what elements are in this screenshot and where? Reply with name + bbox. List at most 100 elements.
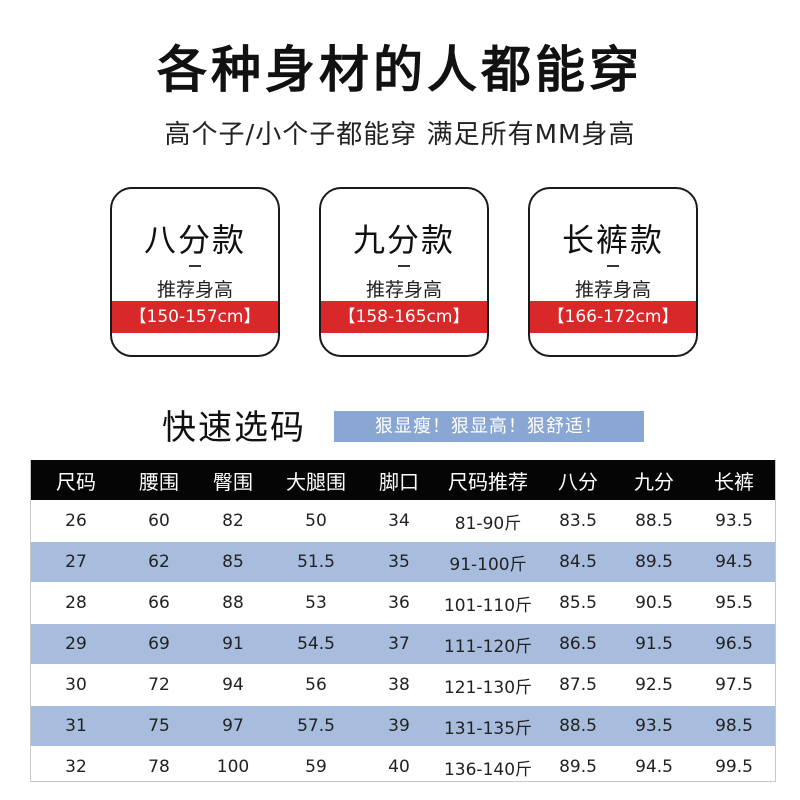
- table-cell: 66: [122, 582, 196, 624]
- table-cell: 94: [196, 664, 270, 706]
- table-cell: 51.5: [270, 541, 362, 583]
- table-cell: 53: [270, 582, 362, 624]
- header-eight-tenths: 八分: [540, 460, 616, 501]
- card-divider: [189, 265, 201, 267]
- card-height-range: 【166-172cm】: [530, 301, 696, 333]
- table-cell: 91.5: [616, 623, 692, 665]
- card-recommend-label: 推荐身高: [574, 279, 651, 301]
- table-cell: 36: [362, 582, 436, 624]
- header-thigh: 大腿围: [270, 460, 362, 501]
- table-cell: 89.5: [540, 746, 616, 787]
- table-cell: 81-90斤: [436, 500, 540, 542]
- header-size: 尺码: [30, 460, 122, 501]
- table-row: 27 62 85 51.5 35 91-100斤 84.5 89.5 94.5: [30, 541, 776, 583]
- page-subtitle: 高个子/小个子都能穿 满足所有MM身高: [164, 120, 636, 150]
- table-cell: 31: [30, 705, 122, 747]
- table-cell: 38: [362, 664, 436, 706]
- table-cell: 91: [196, 623, 270, 665]
- table-cell: 37: [362, 623, 436, 665]
- table-cell: 54.5: [270, 623, 362, 665]
- table-cell: 57.5: [270, 705, 362, 747]
- table-cell: 56: [270, 664, 362, 706]
- table-cell: 69: [122, 623, 196, 665]
- section-title: 快速选码: [162, 408, 306, 448]
- table-cell: 97.5: [692, 664, 776, 706]
- table-cell: 30: [30, 664, 122, 706]
- table-cell: 26: [30, 500, 122, 542]
- table-cell: 96.5: [692, 623, 776, 665]
- table-cell: 89.5: [616, 541, 692, 583]
- table-cell: 93.5: [616, 705, 692, 747]
- table-cell: 94.5: [616, 746, 692, 787]
- table-header-row: 尺码 腰围 臀围 大腿围 脚口 尺码推荐 八分 九分 长裤: [30, 460, 776, 501]
- table-cell: 60: [122, 500, 196, 542]
- table-cell: 85.5: [540, 582, 616, 624]
- table-cell: 111-120斤: [436, 623, 540, 665]
- table-cell: 94.5: [692, 541, 776, 583]
- table-row: 26 60 82 50 34 81-90斤 83.5 88.5 93.5: [30, 500, 776, 542]
- table-cell: 88.5: [540, 705, 616, 747]
- table-cell: 99.5: [692, 746, 776, 787]
- table-cell: 85: [196, 541, 270, 583]
- card-divider: [398, 265, 410, 267]
- header-hip: 臀围: [196, 460, 270, 501]
- table-cell: 87.5: [540, 664, 616, 706]
- table-cell: 95.5: [692, 582, 776, 624]
- table-cell: 97: [196, 705, 270, 747]
- table-cell: 75: [122, 705, 196, 747]
- table-cell: 88: [196, 582, 270, 624]
- card-eight-tenths: 八分款 推荐身高 【150-157cm】: [110, 187, 280, 357]
- card-height-range: 【150-157cm】: [112, 301, 278, 333]
- table-cell: 28: [30, 582, 122, 624]
- header-hem: 脚口: [362, 460, 436, 501]
- size-table: 尺码 腰围 臀围 大腿围 脚口 尺码推荐 八分 九分 长裤 26 60 82 5…: [30, 460, 776, 787]
- card-name: 九分款: [352, 221, 455, 259]
- card-full-length: 长裤款 推荐身高 【166-172cm】: [528, 187, 698, 357]
- table-cell: 98.5: [692, 705, 776, 747]
- table-row: 32 78 100 59 40 136-140斤 89.5 94.5 99.5: [30, 746, 776, 787]
- header-weight-recommend: 尺码推荐: [436, 460, 540, 501]
- table-cell: 59: [270, 746, 362, 787]
- table-cell: 93.5: [692, 500, 776, 542]
- header-full-length: 长裤: [692, 460, 776, 501]
- table-cell: 88.5: [616, 500, 692, 542]
- card-height-range: 【158-165cm】: [321, 301, 487, 333]
- slogan-banner: 狠显瘦！狠显高！狠舒适！: [334, 411, 644, 442]
- table-cell: 121-130斤: [436, 664, 540, 706]
- table-cell: 32: [30, 746, 122, 787]
- table-cell: 100: [196, 746, 270, 787]
- card-recommend-label: 推荐身高: [156, 279, 233, 301]
- table-cell: 29: [30, 623, 122, 665]
- card-name: 八分款: [143, 221, 246, 259]
- table-cell: 34: [362, 500, 436, 542]
- page-title: 各种身材的人都能穿: [157, 41, 643, 99]
- card-nine-tenths: 九分款 推荐身高 【158-165cm】: [319, 187, 489, 357]
- table-cell: 131-135斤: [436, 705, 540, 747]
- card-divider: [607, 265, 619, 267]
- table-cell: 50: [270, 500, 362, 542]
- table-cell: 40: [362, 746, 436, 787]
- table-cell: 136-140斤: [436, 746, 540, 787]
- card-name: 长裤款: [561, 221, 664, 259]
- table-row: 31 75 97 57.5 39 131-135斤 88.5 93.5 98.5: [30, 705, 776, 747]
- table-cell: 27: [30, 541, 122, 583]
- table-cell: 78: [122, 746, 196, 787]
- table-cell: 72: [122, 664, 196, 706]
- header-waist: 腰围: [122, 460, 196, 501]
- table-cell: 84.5: [540, 541, 616, 583]
- table-cell: 91-100斤: [436, 541, 540, 583]
- header-nine-tenths: 九分: [616, 460, 692, 501]
- table-cell: 39: [362, 705, 436, 747]
- table-cell: 90.5: [616, 582, 692, 624]
- card-recommend-label: 推荐身高: [365, 279, 442, 301]
- table-row: 30 72 94 56 38 121-130斤 87.5 92.5 97.5: [30, 664, 776, 706]
- table-row: 28 66 88 53 36 101-110斤 85.5 90.5 95.5: [30, 582, 776, 624]
- table-cell: 82: [196, 500, 270, 542]
- table-cell: 83.5: [540, 500, 616, 542]
- table-cell: 62: [122, 541, 196, 583]
- table-cell: 35: [362, 541, 436, 583]
- table-cell: 101-110斤: [436, 582, 540, 624]
- table-cell: 86.5: [540, 623, 616, 665]
- table-cell: 92.5: [616, 664, 692, 706]
- table-row: 29 69 91 54.5 37 111-120斤 86.5 91.5 96.5: [30, 623, 776, 665]
